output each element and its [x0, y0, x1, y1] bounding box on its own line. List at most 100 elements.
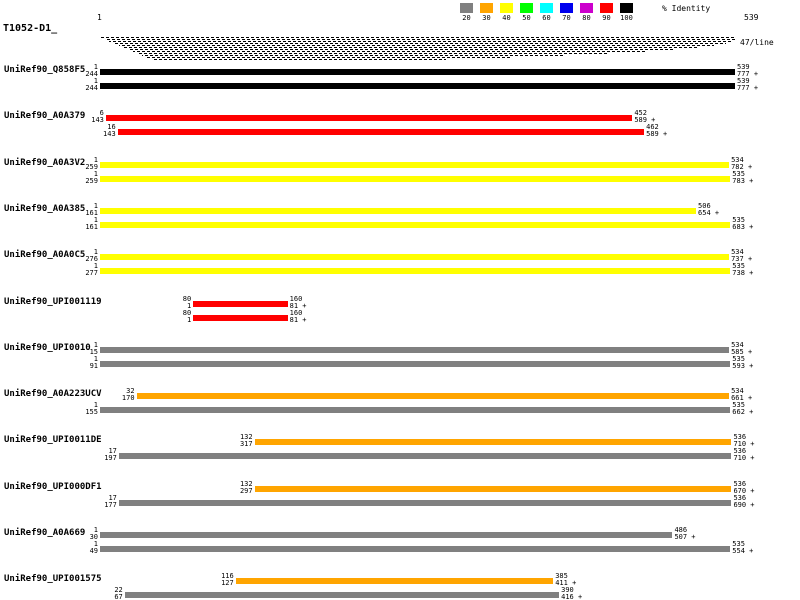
- query-start-num: 6: [99, 109, 104, 117]
- alignment-bar: [117, 129, 645, 135]
- query-start-num: 1: [93, 355, 98, 363]
- alignment-bar: [118, 453, 732, 459]
- subject-start-num: 15: [89, 348, 98, 356]
- alignment-bar: [118, 500, 732, 506]
- hit-row: UniRef90_A0A385 1 506 161 654 + 1 535 161 683 +: [0, 203, 800, 249]
- query-end-num: 539: [737, 77, 750, 85]
- subject-end-num: 593 +: [732, 362, 754, 370]
- subject-start-num: 277: [85, 269, 98, 277]
- coverage-hatch-line: [109, 41, 733, 42]
- subject-start-num: 127: [221, 579, 234, 587]
- hit-label: UniRef90_A0A223UCV: [4, 389, 102, 399]
- hit-label: UniRef90_A0A669: [4, 528, 86, 538]
- legend-swatch-100: [620, 3, 633, 13]
- query-start-num: 22: [114, 586, 123, 594]
- subject-start-num: 1: [187, 302, 192, 310]
- query-start-num: 1: [93, 540, 98, 548]
- query-end-num: 535: [732, 401, 745, 409]
- alignment-bar: [100, 254, 730, 260]
- subject-start-num: 244: [85, 84, 98, 92]
- subject-end-num: 782 +: [731, 163, 753, 171]
- subject-end-num: 738 +: [732, 269, 754, 277]
- subject-end-num: 670 +: [733, 487, 755, 495]
- query-end-num: 535: [732, 216, 745, 224]
- subject-start-num: 177: [104, 501, 117, 509]
- subject-end-num: 710 +: [733, 440, 755, 448]
- alignment-bar: [100, 361, 731, 367]
- subject-end-num: 507 +: [674, 533, 696, 541]
- subject-end-num: 589 +: [634, 116, 656, 124]
- query-start-num: 1: [93, 216, 98, 224]
- legend-swatch-60: [540, 3, 553, 13]
- query-end-num: 385: [555, 572, 568, 580]
- subject-end-num: 661 +: [731, 394, 753, 402]
- subject-end-num: 783 +: [732, 177, 754, 185]
- subject-start-num: 259: [85, 177, 98, 185]
- legend-value: 70: [562, 14, 571, 22]
- hit-label: UniRef90_A0A3V2: [4, 158, 86, 168]
- alignment-bar: [100, 69, 735, 75]
- legend-value: 60: [542, 14, 551, 22]
- legend-swatch-80: [580, 3, 593, 13]
- query-start-num: 32: [126, 387, 135, 395]
- query-end-num: 160: [289, 309, 303, 317]
- hit-label: UniRef90_UPI001575: [4, 574, 102, 584]
- subject-start-num: 276: [85, 255, 98, 263]
- alignment-bar: [124, 592, 560, 598]
- hit-row: UniRef90_A0A3V2 1 534 259 782 + 1 535 259 783 +: [0, 157, 800, 203]
- query-start-num: 16: [107, 123, 116, 131]
- coverage-hatch-line: [101, 37, 735, 38]
- coverage-hatch-line: [151, 59, 446, 60]
- query-end-num: 536: [733, 447, 747, 455]
- coverage-hatch-line: [133, 51, 646, 52]
- subject-start-num: 143: [91, 116, 104, 124]
- subject-start-num: 259: [85, 163, 98, 171]
- subject-start-num: 1: [187, 316, 192, 324]
- query-start-num: 1: [93, 63, 98, 71]
- subject-end-num: 777 +: [737, 70, 759, 78]
- hit-row: UniRef90_UPI0010 1 534 15 585 + 1 535 91 593 +: [0, 342, 800, 388]
- hit-row: UniRef90_A0A379 6 452 143 589 + 16 462 143 589 +: [0, 110, 800, 156]
- query-end-num: 539: [737, 63, 750, 71]
- legend-value: 20: [462, 14, 471, 22]
- alignment-bar: [100, 208, 697, 214]
- query-end-num: 534: [731, 341, 744, 349]
- query-start-num: 17: [108, 447, 117, 455]
- subject-start-num: 244: [85, 70, 98, 78]
- subject-end-num: 710 +: [733, 454, 755, 462]
- subject-start-num: 143: [103, 130, 116, 138]
- hit-row: UniRef90_A0A223UCV 32 534 170 661 + 1 535 155 66…: [0, 388, 800, 434]
- subject-start-num: 297: [239, 487, 253, 495]
- query-end-num: 535: [732, 170, 745, 178]
- query-end-num: 534: [731, 248, 744, 256]
- hit-row: UniRef90_UPI001119 80 160 1 81 + 80 160 1 81 +: [0, 296, 800, 342]
- query-start-num: 1: [93, 262, 98, 270]
- subject-end-num: 585 +: [731, 348, 753, 356]
- coverage-hatch-line: [147, 57, 510, 58]
- query-end-num: 536: [733, 480, 747, 488]
- hit-label: UniRef90_A0A0C5: [4, 250, 86, 260]
- legend-swatch-30: [480, 3, 493, 13]
- alignment-bar: [100, 162, 730, 168]
- subject-start-num: 67: [114, 593, 123, 600]
- subject-end-num: 654 +: [698, 209, 720, 217]
- query-end-num: 535: [732, 355, 745, 363]
- query-end-num: 535: [732, 540, 745, 548]
- alignment-bar: [100, 83, 735, 89]
- query-start-num: 1: [93, 248, 98, 256]
- alignment-bar: [100, 347, 730, 353]
- subject-start-num: 170: [121, 394, 135, 402]
- subject-end-num: 411 +: [555, 579, 577, 587]
- legend-value: 90: [602, 14, 611, 22]
- subject-start-num: 161: [85, 223, 98, 231]
- query-end-num: 506: [698, 202, 711, 210]
- subject-end-num: 589 +: [646, 130, 668, 138]
- alignment-bar: [254, 439, 732, 445]
- alignment-bar: [100, 546, 731, 552]
- legend-value: 50: [522, 14, 531, 22]
- query-start-num: 1: [93, 526, 98, 534]
- subject-start-num: 49: [89, 547, 98, 555]
- query-start-num: 1: [93, 202, 98, 210]
- query-end-num: 452: [634, 109, 647, 117]
